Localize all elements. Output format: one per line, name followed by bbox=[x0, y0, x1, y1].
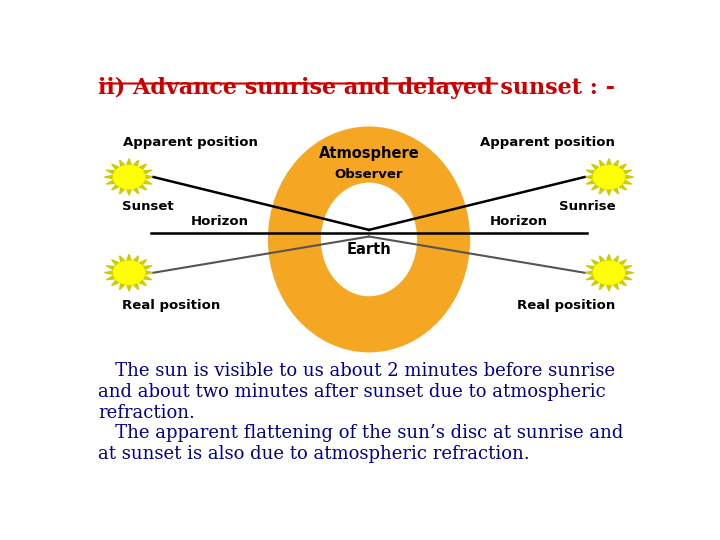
Polygon shape bbox=[120, 282, 125, 289]
Polygon shape bbox=[107, 180, 116, 184]
Polygon shape bbox=[613, 187, 618, 194]
Polygon shape bbox=[613, 256, 618, 263]
Polygon shape bbox=[127, 284, 132, 291]
Polygon shape bbox=[107, 170, 116, 174]
Polygon shape bbox=[132, 160, 138, 167]
Polygon shape bbox=[606, 188, 611, 195]
Polygon shape bbox=[112, 164, 120, 170]
Polygon shape bbox=[127, 254, 132, 261]
Text: ii) Advance sunrise and delayed sunset : -: ii) Advance sunrise and delayed sunset :… bbox=[99, 77, 616, 99]
Polygon shape bbox=[618, 260, 626, 266]
Polygon shape bbox=[592, 164, 600, 170]
Polygon shape bbox=[600, 256, 606, 263]
Polygon shape bbox=[120, 160, 125, 167]
Polygon shape bbox=[138, 184, 146, 190]
Polygon shape bbox=[107, 266, 116, 270]
Polygon shape bbox=[600, 282, 606, 289]
Polygon shape bbox=[138, 280, 146, 286]
Circle shape bbox=[593, 165, 624, 188]
Polygon shape bbox=[145, 271, 153, 274]
Polygon shape bbox=[132, 187, 138, 194]
Polygon shape bbox=[132, 282, 138, 289]
Polygon shape bbox=[127, 188, 132, 195]
Text: Real position: Real position bbox=[122, 299, 220, 312]
Text: Horizon: Horizon bbox=[490, 215, 547, 228]
Polygon shape bbox=[143, 170, 152, 174]
Text: Horizon: Horizon bbox=[190, 215, 248, 228]
Polygon shape bbox=[138, 260, 146, 266]
Text: The sun is visible to us about 2 minutes before sunrise
and about two minutes af: The sun is visible to us about 2 minutes… bbox=[99, 362, 624, 463]
Circle shape bbox=[114, 165, 145, 188]
Polygon shape bbox=[107, 275, 116, 280]
Polygon shape bbox=[120, 256, 125, 263]
Text: Earth: Earth bbox=[346, 242, 392, 258]
Polygon shape bbox=[143, 275, 152, 280]
Polygon shape bbox=[600, 187, 606, 194]
Polygon shape bbox=[622, 275, 631, 280]
Polygon shape bbox=[622, 170, 631, 174]
Polygon shape bbox=[618, 184, 626, 190]
Polygon shape bbox=[143, 266, 152, 270]
Polygon shape bbox=[618, 164, 626, 170]
Polygon shape bbox=[618, 280, 626, 286]
Polygon shape bbox=[624, 271, 634, 274]
Text: Apparent position: Apparent position bbox=[480, 136, 615, 149]
Text: Sunrise: Sunrise bbox=[559, 199, 616, 213]
Polygon shape bbox=[592, 184, 600, 190]
Circle shape bbox=[593, 261, 624, 285]
Polygon shape bbox=[622, 266, 631, 270]
Polygon shape bbox=[143, 180, 152, 184]
Polygon shape bbox=[613, 282, 618, 289]
Polygon shape bbox=[585, 271, 593, 274]
Ellipse shape bbox=[322, 183, 416, 295]
Text: Apparent position: Apparent position bbox=[124, 136, 258, 149]
Polygon shape bbox=[592, 260, 600, 266]
Polygon shape bbox=[104, 271, 114, 274]
Polygon shape bbox=[104, 176, 114, 179]
Polygon shape bbox=[606, 159, 611, 166]
Polygon shape bbox=[132, 256, 138, 263]
Polygon shape bbox=[145, 176, 153, 179]
Polygon shape bbox=[120, 187, 125, 194]
Ellipse shape bbox=[269, 127, 469, 352]
Polygon shape bbox=[622, 180, 631, 184]
Text: Real position: Real position bbox=[518, 299, 616, 312]
Text: Atmosphere: Atmosphere bbox=[319, 146, 419, 161]
Circle shape bbox=[114, 261, 145, 285]
Polygon shape bbox=[585, 176, 593, 179]
Polygon shape bbox=[600, 160, 606, 167]
Text: Observer: Observer bbox=[335, 168, 403, 181]
Polygon shape bbox=[586, 266, 595, 270]
Polygon shape bbox=[586, 170, 595, 174]
Polygon shape bbox=[586, 275, 595, 280]
Polygon shape bbox=[112, 184, 120, 190]
Polygon shape bbox=[112, 260, 120, 266]
Polygon shape bbox=[624, 176, 634, 179]
Polygon shape bbox=[606, 254, 611, 261]
Polygon shape bbox=[613, 160, 618, 167]
Text: Sunset: Sunset bbox=[122, 199, 174, 213]
Polygon shape bbox=[112, 280, 120, 286]
Polygon shape bbox=[138, 164, 146, 170]
Polygon shape bbox=[592, 280, 600, 286]
Polygon shape bbox=[606, 284, 611, 291]
Polygon shape bbox=[127, 159, 132, 166]
Polygon shape bbox=[586, 180, 595, 184]
